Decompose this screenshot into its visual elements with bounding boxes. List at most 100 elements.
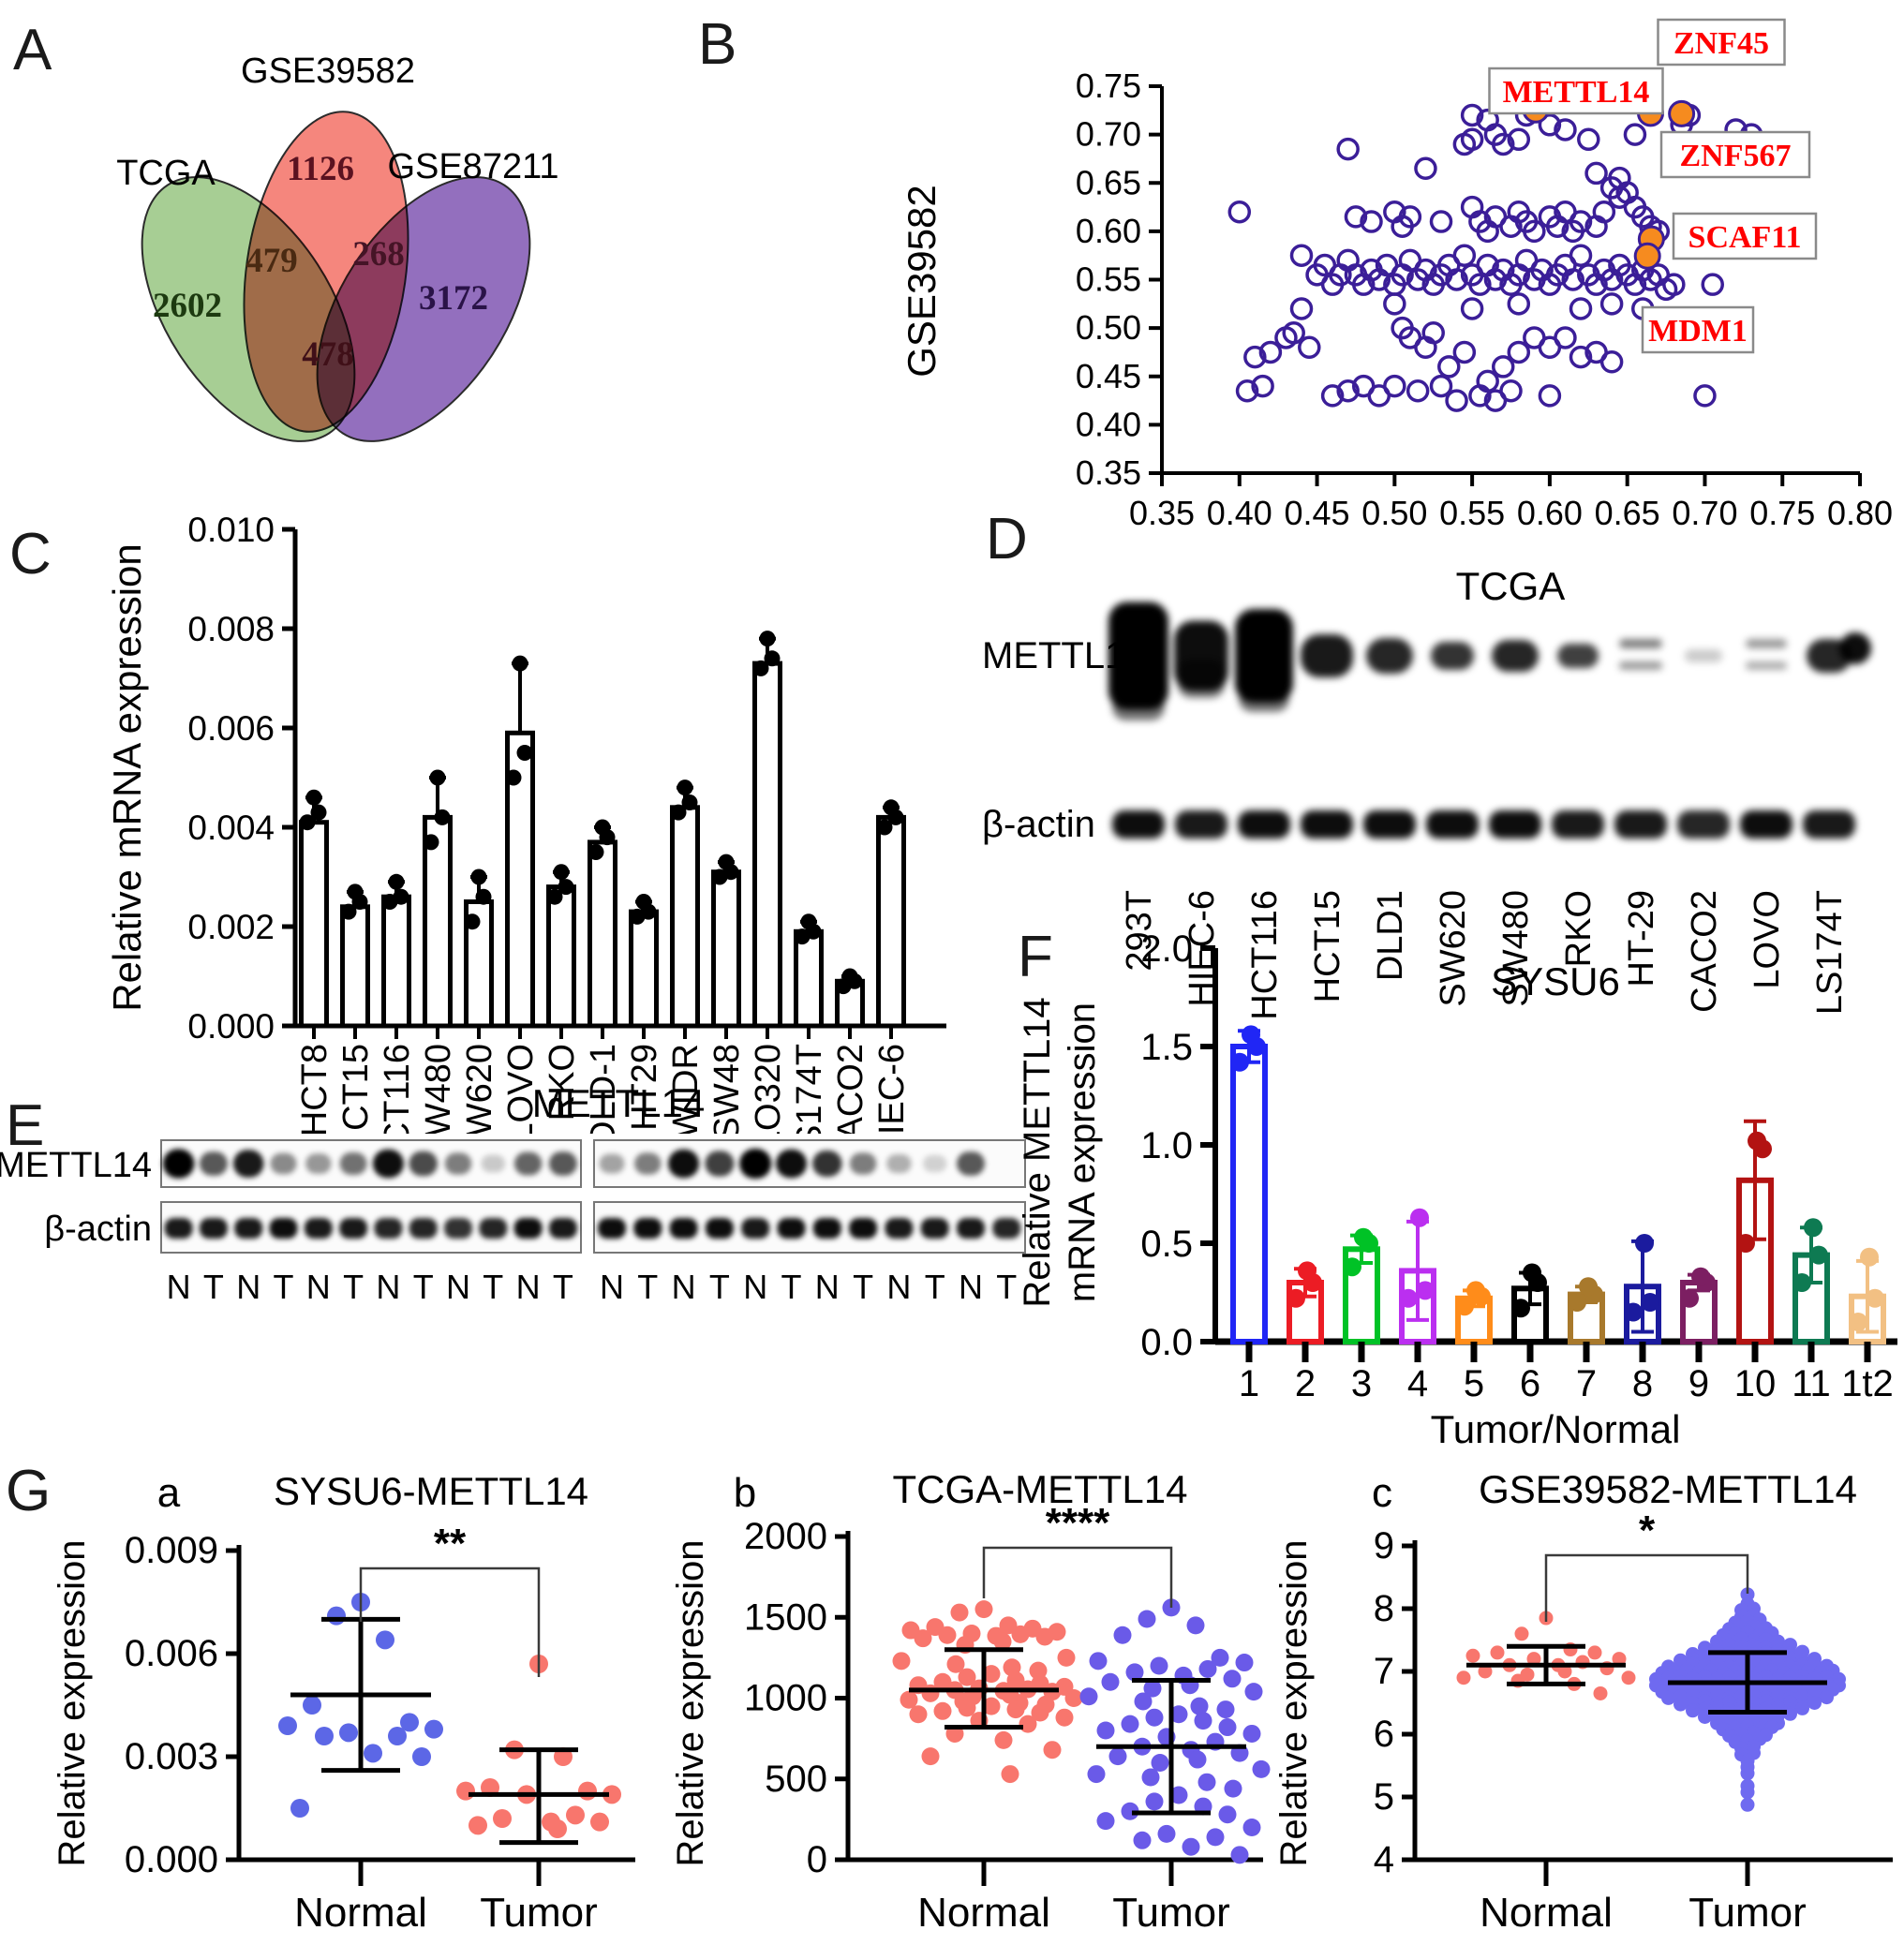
point [1587,1645,1602,1660]
blot-box [593,1201,1026,1254]
band [444,1152,472,1175]
lane-label: N [167,1268,191,1306]
band [634,1152,662,1175]
lane-label: T [853,1268,873,1306]
point [388,1727,407,1745]
data-dot [1354,1227,1373,1247]
actin-band [1614,810,1667,839]
x-tick-label: 0.70 [1672,494,1737,532]
point [1134,1692,1153,1711]
category-label: DLD-1 [584,1044,623,1134]
panel-label-d: D [986,507,1028,572]
category-label: CACO2 [831,1044,870,1134]
actin-band [513,1218,543,1239]
data-dot [475,888,492,905]
data-dot [1866,1288,1884,1308]
point [1460,103,1484,127]
sig-bracket [1544,1553,1749,1622]
data-dot [764,650,781,667]
point [1101,1672,1120,1691]
data-dot [1242,1025,1260,1045]
data-dot [305,789,322,806]
gene-point-MDM1 [1633,242,1661,270]
actin-band [1489,810,1541,839]
bar [1230,1044,1268,1344]
panel-label-a: A [13,18,52,82]
point [548,1819,567,1838]
panel-label-e: E [6,1093,45,1158]
data-dot [1343,1257,1361,1277]
y-tick-label: 0.008 [187,610,275,648]
lane-label: DLD1 [1371,890,1410,981]
venn-count: 2602 [153,287,222,325]
point [1445,389,1468,412]
bar [1736,1177,1774,1344]
point [1701,273,1724,296]
point [327,1606,346,1626]
point [1133,1831,1152,1849]
gene-label-box [1672,212,1818,260]
point [1437,355,1461,379]
point [946,1655,965,1673]
y-tick-label: 0.50 [1076,308,1141,347]
actin-band [304,1218,333,1239]
category-label: 7 [1576,1363,1597,1404]
point [958,1668,976,1686]
lane-label: T [343,1268,364,1306]
data-dot [1849,1313,1867,1331]
point [1795,1700,1809,1715]
point [1445,268,1468,291]
data-dot [841,968,858,985]
panel-label-b: B [698,12,737,77]
group-points-Tumor [1079,1598,1271,1864]
group-label: Tumor [480,1890,598,1936]
bar [629,909,659,1029]
gene-label: ZNF45 [1673,26,1769,61]
point [994,1730,1013,1749]
y-axis-title: GSE39582 [900,185,944,378]
point [1211,1648,1229,1667]
y-axis-title: Relative mRNA expression [105,543,149,1012]
bar [546,884,576,1029]
point [1064,1689,1083,1707]
point [1557,1664,1572,1679]
point [1169,1786,1188,1804]
point [1383,374,1406,398]
svg-text:mRNA expression: mRNA expression [1062,1002,1103,1302]
actin-band [1175,810,1227,839]
point [424,1719,443,1739]
point [1227,200,1252,224]
x-tick-label: 0.75 [1749,494,1815,532]
category-label: LS174T [790,1044,829,1134]
point [1554,326,1577,349]
blot-row-label: METTL14 [0,1146,152,1185]
point [1569,297,1593,320]
point [339,1723,358,1743]
point [1661,1690,1675,1705]
point [1282,321,1305,345]
actin-band [812,1218,841,1239]
point [1499,379,1523,403]
highlight-points [1522,96,1696,270]
gene-label-box [1641,305,1755,354]
data-dot [470,869,487,885]
dots-g-c-svg: c GSE39582-METTL14 4 5 6 7 8 9 Relative expressi… [1274,1467,1893,1936]
lane-label: T [996,1268,1017,1306]
data-dot [752,660,769,676]
point [1693,384,1717,408]
category-label: 11 [1792,1363,1831,1404]
data-dot [512,655,528,672]
point [1121,1715,1139,1733]
chart-title: SYSU6-METTL14 [274,1469,588,1513]
actin-band [1677,810,1730,839]
actin-band [598,1218,626,1239]
x-tick-label: 0.80 [1827,494,1893,532]
lane-label: N [516,1268,541,1306]
y-tick-label: 0.006 [187,709,275,748]
point [933,1701,952,1720]
point [400,1713,419,1732]
point [1820,1690,1834,1705]
lane-label: RKO [1559,890,1599,967]
point [1206,1828,1225,1847]
